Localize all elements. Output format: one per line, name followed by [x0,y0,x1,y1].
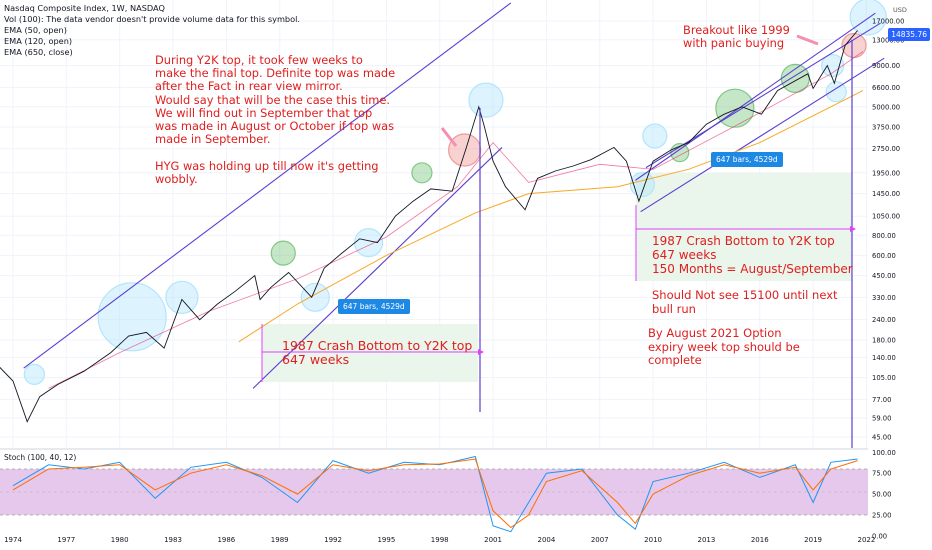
channel-line [252,147,503,389]
channel-lines [23,2,885,389]
pointer-arrow-2021 [796,34,819,46]
range-arrowhead-left [478,349,484,355]
channel-line [645,22,881,169]
price-tick-label: 77.00 [872,396,891,404]
time-tick-label: 1974 [4,536,22,544]
stoch-pane: Stoch (100, 40, 12) 100.00 75.00 50.00 25.0… [0,449,896,541]
stoch-d-line [12,458,858,529]
price-tick-label: 5000.00 [872,103,900,111]
time-tick-label: 1986 [217,536,235,544]
ema-650-line [238,90,864,343]
stoch-tick-label: 75.00 [872,470,891,478]
highlight-circle [468,82,504,118]
time-tick-label: 1992 [324,536,342,544]
highlight-circle [411,162,433,184]
price-tick-label: 140.00 [872,354,896,362]
price-tick-label: 9000.00 [872,62,900,70]
price-tick-label: 6600.00 [872,84,900,92]
chart-title: Nasdaq Composite Index, 1W, NASDAQ [4,3,165,13]
price-tick-label: 180.00 [872,336,896,344]
time-tick-label: 2022 [858,536,876,544]
main-annotation: During Y2K top, it took few weeks to mak… [155,53,396,186]
price-tick-label: 17000.00 [872,18,904,26]
stoch-tick-label: 100.00 [872,449,896,457]
highlight-circle [23,363,45,385]
time-tick-label: 2004 [537,536,555,544]
breakout-annotation: Breakout like 1999 with panic buying [683,23,790,51]
time-tick-label: 2010 [644,536,662,544]
range-label-right: 1987 Crash Bottom to Y2K top 647 weeks 1… [652,234,853,276]
channel-line [634,12,876,181]
stoch-tick-label: 50.00 [872,491,891,499]
price-line [0,30,858,423]
stoch-axis: 100.00 75.00 50.00 25.00 0.00 [872,449,896,541]
bars-count-right: 647 bars, 4529d [711,152,783,167]
no-15100-annotation: Should Not see 15100 until next bull run [652,288,838,316]
time-tick-label: 1989 [271,536,289,544]
time-tick-label: 2016 [751,536,769,544]
highlight-circle [825,81,847,103]
time-tick-label: 1995 [377,536,395,544]
range-label-left: 1987 Crash Bottom to Y2K top 647 weeks [282,338,473,367]
ema-650-label: EMA (650, close) [4,47,73,57]
currency-label: USD [893,6,907,14]
time-tick-label: 1983 [164,536,182,544]
time-tick-label: 2001 [484,536,502,544]
time-tick-label: 2019 [804,536,822,544]
highlight-circle [448,133,482,167]
time-axis: 1974 1977 1980 1983 1986 1989 1992 1995 1998 2001… [4,536,875,544]
price-tick-label: 240.00 [872,316,896,324]
price-tick-label: 330.00 [872,294,896,302]
price-tick-label: 800.00 [872,232,896,240]
last-price-tag: 14835.76 [888,28,930,41]
highlight-circle [629,171,656,198]
range-arrowhead-right [850,226,856,232]
channel-line [23,2,512,369]
price-tick-label: 1050.00 [872,213,900,221]
price-tick-label: 3750.00 [872,123,900,131]
price-axis: 17000.0013000.009000.006600.005000.00375… [872,18,904,442]
range-box-left [262,324,478,382]
channel-line [640,57,885,213]
price-tick-label: 59.00 [872,415,891,423]
bars-count-left: 647 bars, 4529d [338,299,410,314]
highlight-circle [165,280,199,314]
august-top-annotation: By August 2021 Option expiry week top sh… [648,326,800,367]
time-tick-label: 1977 [57,536,75,544]
time-tick-label: 2013 [698,536,716,544]
price-tick-label: 105.00 [872,374,896,382]
price-tick-label: 2750.00 [872,145,900,153]
price-tick-label: 600.00 [872,252,896,260]
time-tick-label: 2007 [591,536,609,544]
ema-120-label: EMA (120, open) [4,36,73,46]
time-tick-label: 1998 [431,536,449,544]
pointer-arrow-y2k [440,127,458,147]
stoch-tick-label: 0.00 [872,532,887,540]
price-tick-label: 1450.00 [872,190,900,198]
highlight-circle [300,282,330,312]
stoch-tick-label: 25.00 [872,512,891,520]
price-tick-label: 1950.00 [872,169,900,177]
stoch-label: Stoch (100, 40, 12) [4,453,76,462]
time-tick-label: 1980 [111,536,129,544]
range-box-right [636,173,852,281]
price-pane [0,0,887,448]
highlight-circle [270,240,296,266]
highlight-circle [354,228,384,258]
price-tick-label: 450.00 [872,272,896,280]
price-tick-label: 45.00 [872,434,891,442]
volume-note: Vol (100): The data vendor doesn't provi… [4,14,301,24]
highlight-circle [642,123,668,149]
ema-50-label: EMA (50, open) [4,25,67,35]
